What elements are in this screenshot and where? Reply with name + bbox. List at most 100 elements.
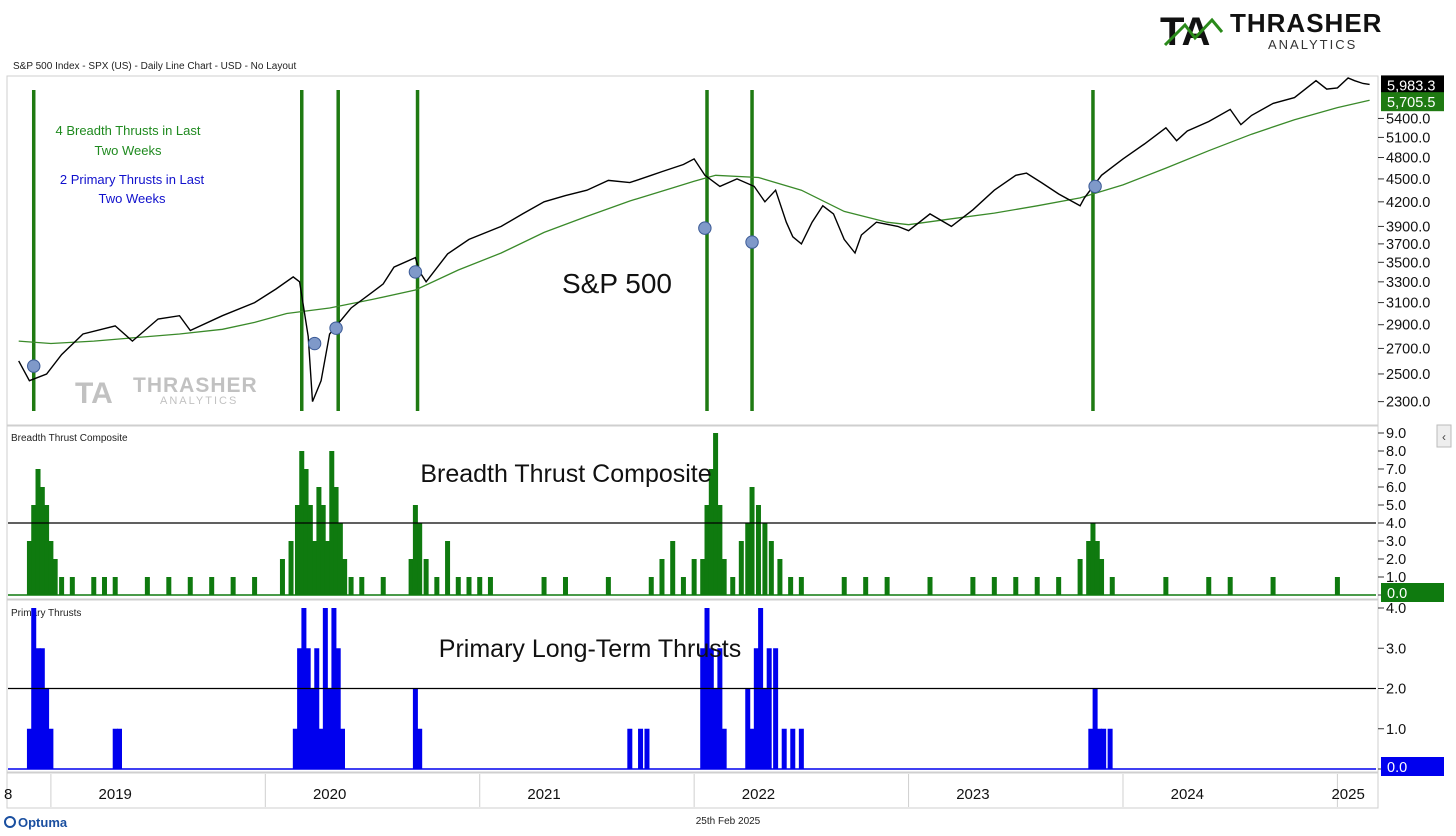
breadth-bar-27 <box>312 541 318 595</box>
breadth-bar-23 <box>294 505 300 595</box>
breadth-bar-49 <box>487 577 493 595</box>
breadth-chart-title: Breadth Thrust Composite <box>420 460 711 488</box>
primary-bar-3 <box>39 648 45 769</box>
thrust-lines <box>31 90 1095 411</box>
primary-y-tick-label-2: 2.0 <box>1386 682 1406 698</box>
breadth-bar-36 <box>359 577 365 595</box>
primary-last-badge-label: 0.0 <box>1387 760 1407 776</box>
last-price-badge <box>1381 75 1444 95</box>
primary-bar-8 <box>292 728 298 769</box>
annotation-breadth-1: 4 Breadth Thrusts in Last <box>55 123 200 138</box>
primary-bar-4 <box>44 688 50 769</box>
footer-date: 25th Feb 2025 <box>696 816 761 827</box>
breadth-bar-25 <box>303 469 309 595</box>
breadth-bar-63 <box>713 433 719 595</box>
primary-bar-36 <box>766 648 772 769</box>
primary-bar-38 <box>781 728 787 769</box>
chevron-left-icon: ‹ <box>1442 430 1446 444</box>
x-tick-label-5: 2023 <box>956 786 989 803</box>
breadth-bar-57 <box>670 541 676 595</box>
primary-bar-39 <box>790 728 796 769</box>
primary-bar-0 <box>26 728 32 769</box>
breadth-panel-frame <box>6 425 1379 600</box>
scroll-left-button[interactable]: ‹ <box>1436 424 1452 448</box>
primary-bar-32 <box>749 728 755 769</box>
primary-bar-40 <box>798 728 804 769</box>
breadth-bar-18 <box>230 577 236 595</box>
price-y-tick-label-7: 3700.0 <box>1386 237 1430 253</box>
price-y-tick-label-8: 3900.0 <box>1386 219 1430 235</box>
price-y-tick-label-2: 2700.0 <box>1386 341 1430 357</box>
breadth-bar-90 <box>1090 523 1096 595</box>
breadth-bar-68 <box>745 523 751 595</box>
breadth-bar-100 <box>1270 577 1276 595</box>
primary-bar-16 <box>327 688 333 769</box>
breadth-bar-33 <box>337 523 343 595</box>
last-price-badge-label: 5,983.3 <box>1387 78 1435 94</box>
breadth-bar-84 <box>991 577 997 595</box>
x-tick-label-0: 8 <box>4 786 12 803</box>
logo-trend-icon <box>1163 17 1224 47</box>
primary-y-tick-label-4: 4.0 <box>1386 601 1406 617</box>
primary-y-axis: 0.01.02.03.04.00.0 <box>1378 601 1444 778</box>
price-y-tick-label-9: 4200.0 <box>1386 195 1430 211</box>
breadth-last-badge-label: 0.0 <box>1387 586 1407 602</box>
thrasher-logo: TA THRASHER ANALYTICS <box>1160 8 1381 54</box>
primary-bar-33 <box>753 648 759 769</box>
breadth-bar-83 <box>970 577 976 595</box>
breadth-y-tick-label-3: 3.0 <box>1386 534 1406 550</box>
primary-bar-12 <box>309 688 315 769</box>
breadth-bar-42 <box>417 523 423 595</box>
breadth-bar-34 <box>342 559 348 595</box>
breadth-bar-51 <box>541 577 547 595</box>
primary-bar-27 <box>708 648 714 769</box>
breadth-bar-21 <box>279 559 285 595</box>
breadth-bar-38 <box>380 577 386 595</box>
logo-sub: ANALYTICS <box>1268 37 1357 52</box>
last-ma-badge-label: 5,705.5 <box>1387 95 1435 111</box>
breadth-bar-40 <box>408 559 414 595</box>
annotation-primary-1: 2 Primary Thrusts in Last <box>60 172 205 187</box>
primary-bar-24 <box>644 728 650 769</box>
breadth-bar-98 <box>1227 577 1233 595</box>
breadth-bar-61 <box>704 505 710 595</box>
breadth-y-tick-label-6: 6.0 <box>1386 480 1406 496</box>
x-tick-label-2: 2020 <box>313 786 346 803</box>
breadth-bar-81 <box>927 577 933 595</box>
price-y-tick-label-5: 3300.0 <box>1386 275 1430 291</box>
primary-bar-13 <box>314 648 320 769</box>
thrust-marker-2 <box>329 321 343 335</box>
primary-bar-18 <box>335 648 341 769</box>
thrust-marker-1 <box>307 336 322 351</box>
thrust-marker-6 <box>1088 179 1102 194</box>
price-y-axis: 2300.0 2500.0 2700.0 2900.0 3100.0 3300.0 3500… <box>1378 75 1444 411</box>
breadth-bar-58 <box>680 577 686 595</box>
primary-last-badge <box>1381 757 1444 776</box>
primary-bar-42 <box>1092 688 1098 769</box>
primary-bar-23 <box>638 728 644 769</box>
watermark-mark: TA <box>75 377 113 410</box>
breadth-bar-45 <box>445 541 451 595</box>
breadth-bar-93 <box>1109 577 1115 595</box>
breadth-bar-91 <box>1094 541 1100 595</box>
primary-bar-7 <box>116 728 122 769</box>
annotation-breadth-2: Two Weeks <box>95 143 162 158</box>
x-tick-label-4: 2022 <box>742 786 775 803</box>
breadth-bar-64 <box>717 505 723 595</box>
x-tick-label-1: 2019 <box>99 786 132 803</box>
primary-bar-28 <box>713 688 719 769</box>
breadth-bar-12 <box>112 577 118 595</box>
breadth-y-axis: 0.01.02.03.04.05.06.07.08.09.00.0 <box>1378 426 1444 604</box>
breadth-bars <box>8 433 1376 596</box>
breadth-bar-95 <box>1163 577 1169 595</box>
price-y-tick-label-10: 4500.0 <box>1386 172 1430 188</box>
breadth-bar-48 <box>477 577 483 595</box>
primary-bar-6 <box>112 728 118 769</box>
breadth-bar-67 <box>738 541 744 595</box>
primary-bar-35 <box>762 688 768 769</box>
primary-bar-37 <box>773 648 779 769</box>
breadth-bar-75 <box>798 577 804 595</box>
breadth-bar-66 <box>730 577 736 595</box>
thrust-marker-3 <box>408 265 423 279</box>
